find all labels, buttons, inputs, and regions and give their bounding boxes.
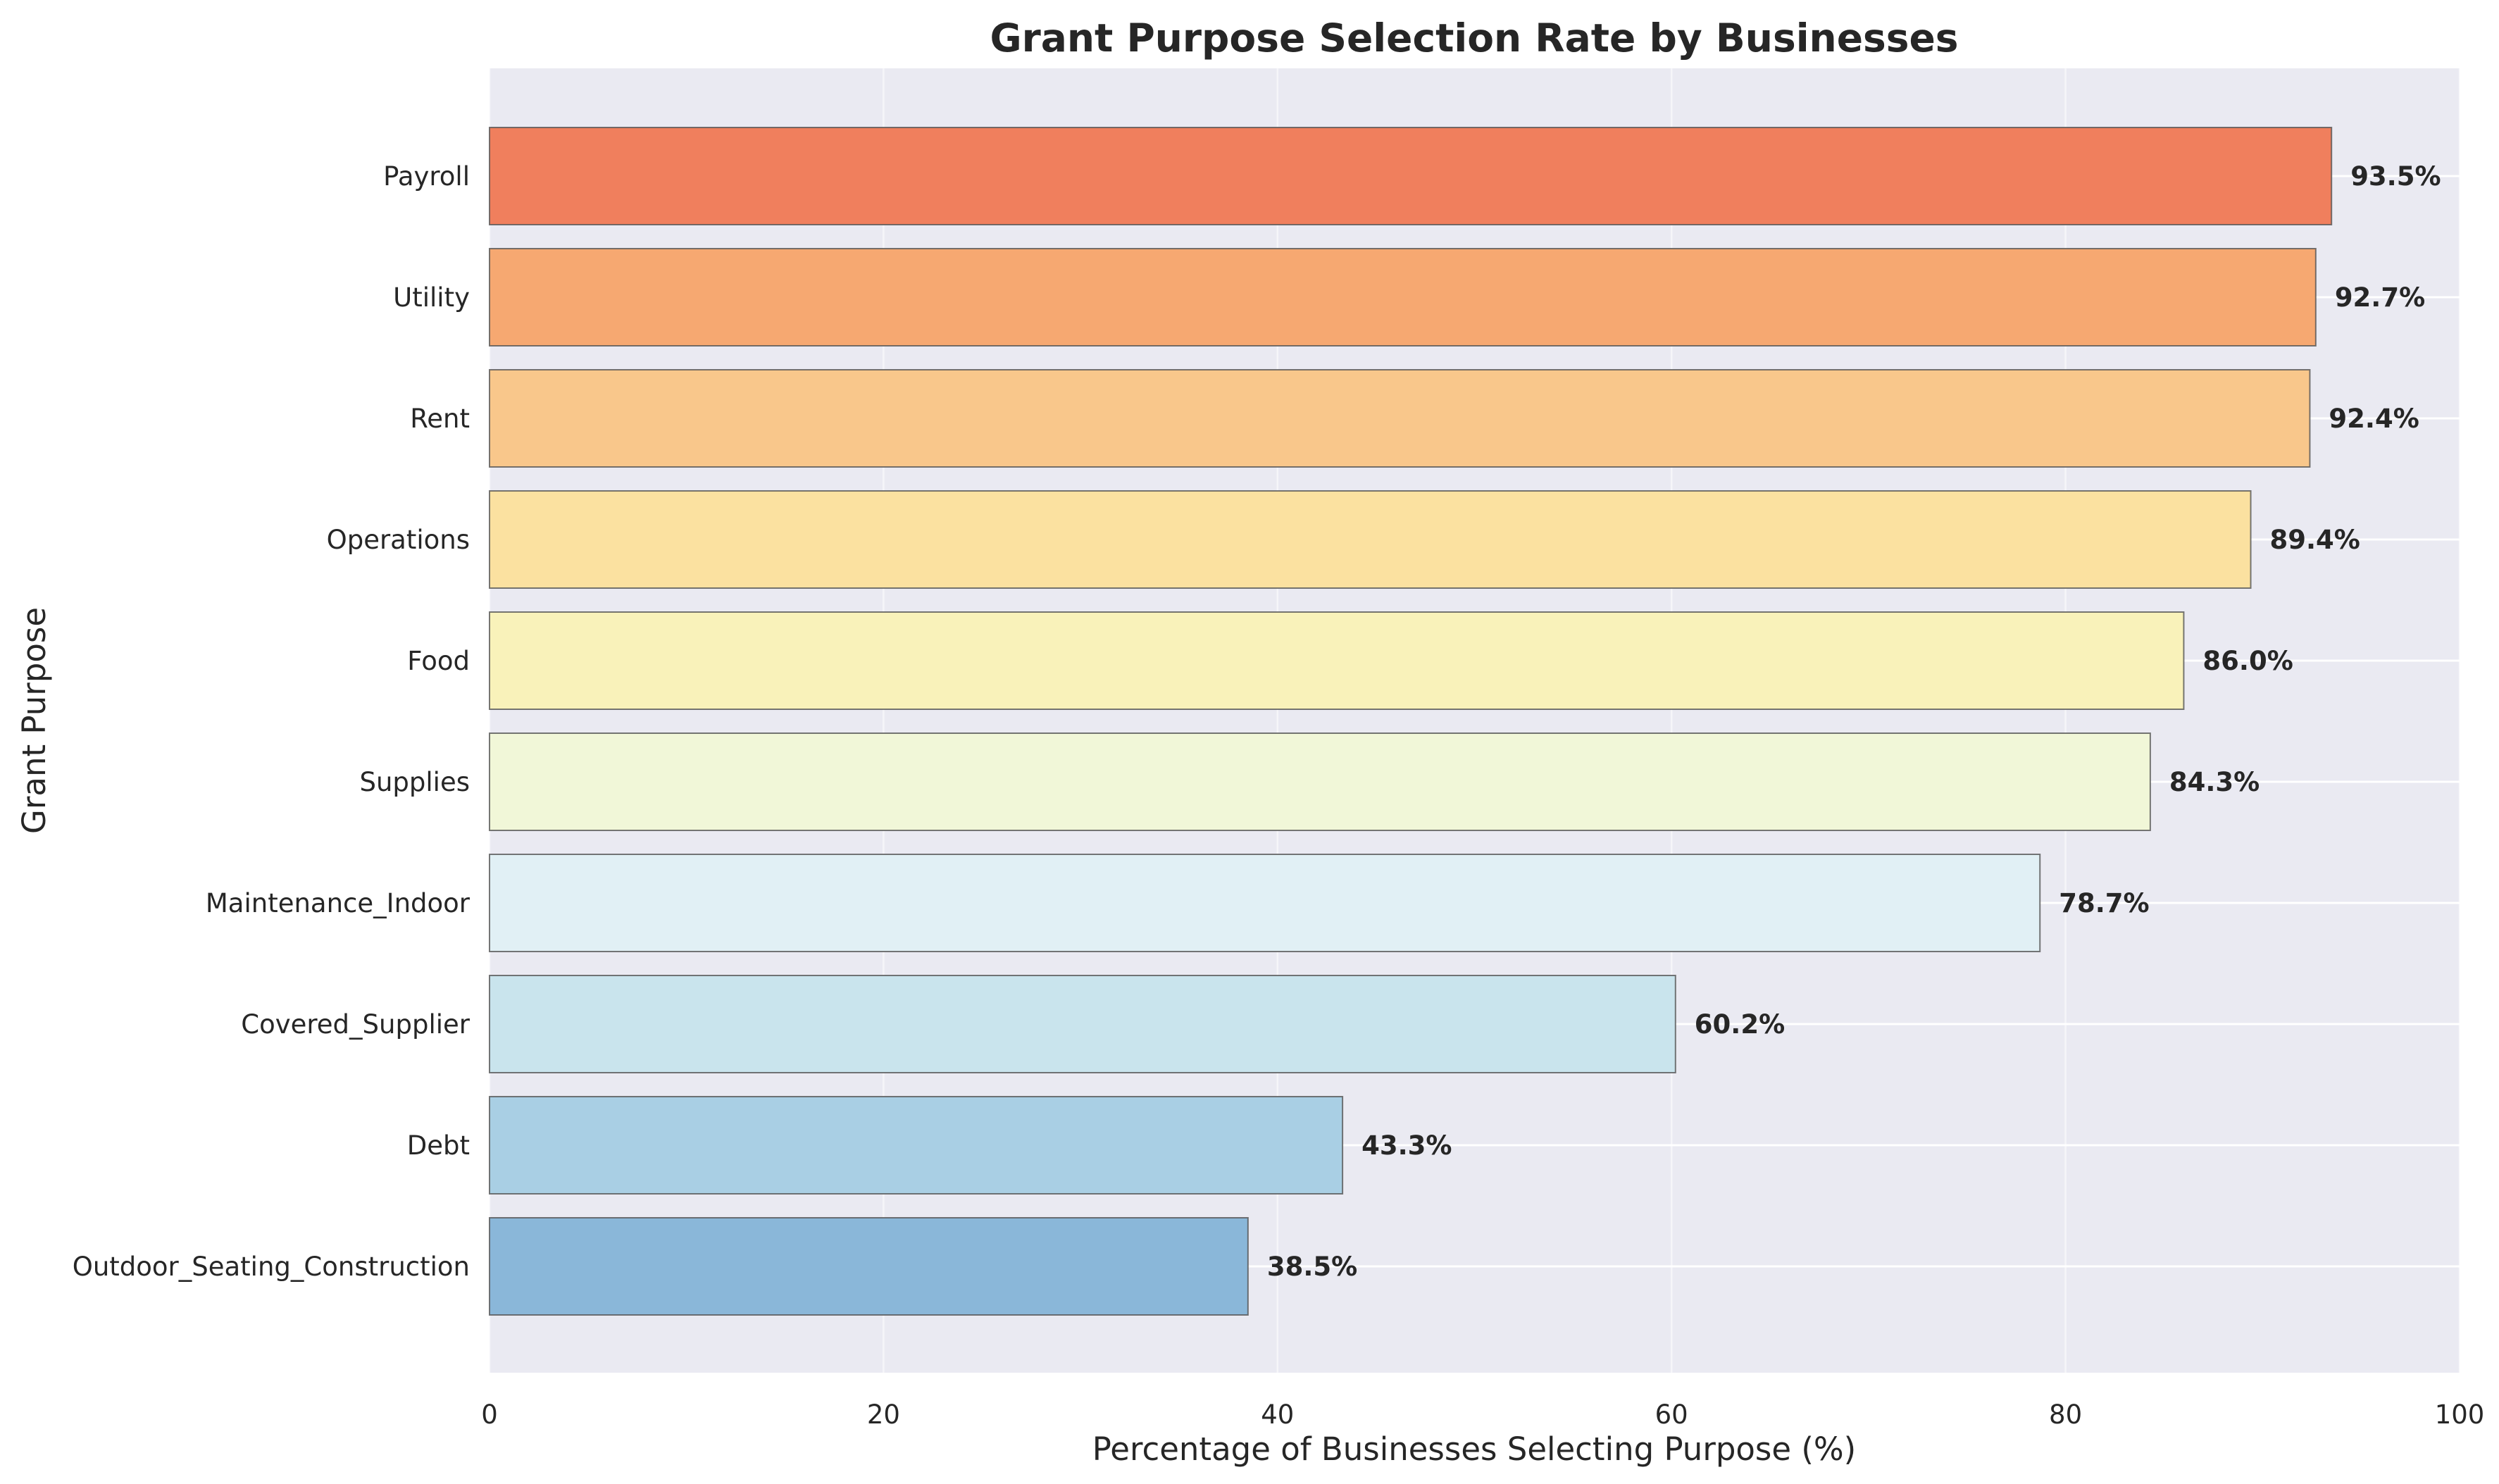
x-tick-label: 80 — [2049, 1399, 2082, 1430]
value-label: 92.7% — [2335, 282, 2425, 313]
bar-supplies — [489, 732, 2151, 831]
x-tick-label: 100 — [2435, 1399, 2485, 1430]
x-tick-labels: 0 20 40 60 80 100 — [481, 1399, 2484, 1430]
y-tick-label: Operations — [327, 525, 470, 555]
bar-payroll — [489, 127, 2333, 225]
value-label: 38.5% — [1267, 1252, 1357, 1282]
y-tick-label: Payroll — [383, 161, 470, 192]
value-label: 84.3% — [2169, 767, 2260, 797]
bar-outdoor-seating-construction — [489, 1217, 1249, 1316]
y-tick-label: Food — [407, 646, 470, 676]
value-label: 93.5% — [2350, 161, 2441, 192]
x-tick-label: 0 — [481, 1399, 498, 1430]
value-label: 43.3% — [1361, 1130, 1452, 1161]
x-tick-label: 60 — [1655, 1399, 1688, 1430]
y-axis-label: Grant Purpose — [15, 607, 53, 834]
value-label: 92.4% — [2329, 404, 2419, 434]
bar-utility — [489, 248, 2317, 347]
bar-maintenance-indoor — [489, 854, 2041, 952]
value-label: 78.7% — [2059, 888, 2149, 918]
value-labels: 93.5% 92.7% 92.4% 89.4% 86.0% 84.3% 78.7% 60.2%… — [1267, 161, 2441, 1282]
bar-operations — [489, 490, 2252, 589]
x-tick-label: 20 — [867, 1399, 900, 1430]
y-tick-label: Supplies — [359, 767, 470, 797]
bar-covered-supplier — [489, 975, 1676, 1073]
chart-title: Grant Purpose Selection Rate by Business… — [990, 15, 1958, 61]
x-tick-label: 40 — [1261, 1399, 1294, 1430]
value-label: 60.2% — [1695, 1009, 1785, 1040]
y-tick-label: Maintenance_Indoor — [206, 888, 470, 918]
bar-food — [489, 611, 2185, 710]
y-tick-label: Outdoor_Seating_Construction — [73, 1252, 470, 1282]
bars — [489, 127, 2333, 1316]
y-tick-label: Debt — [407, 1130, 470, 1161]
x-axis-label: Percentage of Businesses Selecting Purpo… — [1092, 1430, 1856, 1468]
y-tick-label: Rent — [410, 404, 470, 434]
y-tick-label: Covered_Supplier — [241, 1009, 470, 1040]
value-label: 89.4% — [2270, 525, 2360, 555]
bar-rent — [489, 369, 2311, 468]
y-tick-labels: Payroll Utility Rent Operations Food Supplies… — [73, 161, 470, 1282]
bar-debt — [489, 1096, 1344, 1195]
value-label: 86.0% — [2202, 646, 2293, 676]
y-tick-label: Utility — [393, 282, 470, 313]
